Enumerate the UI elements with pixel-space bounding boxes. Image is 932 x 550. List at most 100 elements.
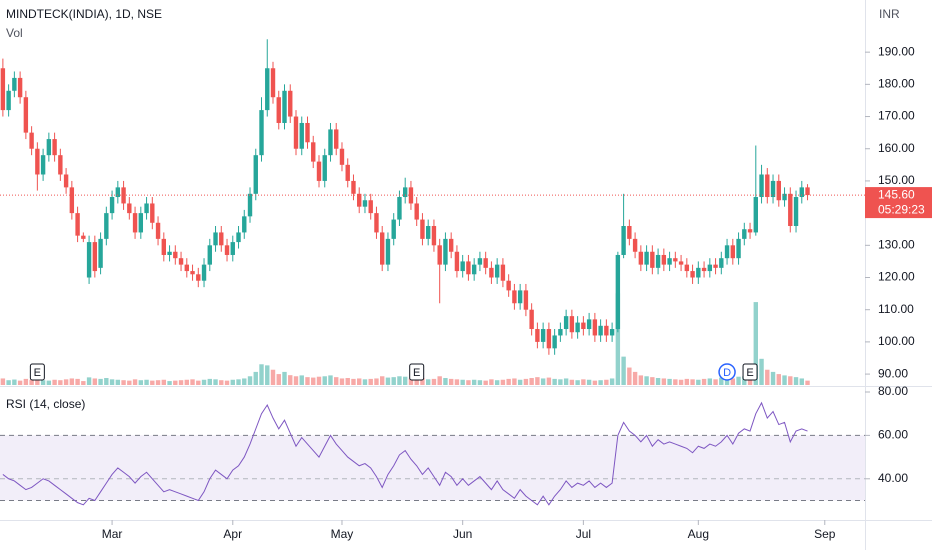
volume-bar — [673, 379, 678, 385]
candle-body — [529, 309, 534, 330]
currency-label: INR — [879, 7, 900, 21]
volume-bar — [253, 371, 258, 385]
candle-body — [788, 193, 793, 226]
volume-bar — [558, 379, 563, 385]
candle-body — [627, 225, 632, 239]
candle-body — [489, 267, 494, 278]
candle-body — [0, 68, 6, 111]
volume-bar — [563, 378, 569, 385]
volume-bar — [512, 378, 517, 385]
candle-body — [471, 264, 477, 275]
volume-bar — [293, 376, 299, 385]
time-tick-label: Sep — [814, 527, 836, 541]
volume-bar — [713, 379, 718, 385]
volume-bar — [667, 378, 672, 385]
last-price-label: 145.60 — [878, 187, 915, 201]
price-tick-label: 130.00 — [878, 237, 915, 251]
volume-bar — [362, 379, 368, 385]
volume-bar — [305, 377, 310, 385]
candle-body — [552, 335, 557, 349]
volume-bar — [598, 380, 603, 385]
candle-body — [391, 219, 396, 239]
candle-body — [328, 129, 333, 156]
event-marker — [742, 363, 758, 381]
candle-body — [644, 251, 649, 265]
volume-bar — [788, 376, 793, 385]
countdown: 05:29:23 — [878, 202, 925, 216]
candle-body — [512, 290, 517, 304]
candle-body — [466, 261, 471, 275]
chart-title: MINDTECK(INDIA), 1D, NSE — [6, 7, 162, 21]
volume-bar — [339, 378, 345, 385]
volume-bar — [173, 380, 178, 385]
price-tick-label: 90.00 — [878, 366, 908, 380]
candle-body — [448, 238, 454, 252]
volume-bar — [265, 365, 270, 385]
candle-body — [132, 213, 138, 233]
volume-bar — [678, 379, 684, 385]
candle-body — [684, 264, 690, 272]
candle-body — [69, 187, 75, 214]
volume-bar — [242, 378, 247, 385]
candle-body — [196, 274, 201, 281]
volume-bar — [391, 377, 396, 385]
candle-body — [288, 90, 293, 117]
volume-bar — [454, 379, 460, 385]
volume-bar — [374, 378, 379, 385]
candle-body — [322, 155, 327, 181]
volume-bar — [586, 379, 592, 385]
candle-body — [437, 245, 442, 265]
volume-bar — [161, 379, 167, 385]
candle-body — [6, 90, 11, 111]
event-label: E — [34, 367, 41, 379]
event-marker — [718, 363, 736, 381]
volume-bar — [431, 378, 437, 385]
volume-bar — [127, 380, 132, 385]
volume-bar — [17, 380, 23, 385]
candle-body — [765, 174, 770, 198]
candle-body — [167, 251, 172, 255]
candle-body — [75, 213, 80, 236]
candle-body — [23, 97, 29, 133]
volume-bar — [132, 379, 138, 385]
candle-body — [805, 187, 810, 196]
volume-bar — [742, 376, 747, 385]
candle-body — [109, 197, 115, 214]
candle-body — [219, 232, 224, 246]
candle-body — [667, 258, 672, 265]
event-marker — [409, 363, 425, 381]
candle-body — [736, 238, 741, 259]
candle-body — [374, 213, 379, 233]
candle-body — [414, 203, 419, 220]
candle-body — [207, 245, 212, 265]
candle-body — [161, 238, 167, 255]
volume-bar — [104, 378, 109, 385]
candle-body — [540, 329, 546, 342]
candle-body — [609, 329, 615, 336]
time-tick-label: May — [331, 527, 354, 541]
candle-body — [29, 132, 34, 149]
candle-body — [368, 200, 373, 214]
volume-bar — [98, 378, 103, 385]
volume-bar — [69, 378, 75, 385]
volume-bar — [35, 379, 40, 385]
rsi-label: RSI (14, close) — [6, 397, 85, 411]
candle-body — [598, 325, 603, 336]
candle-body — [770, 180, 776, 198]
volume-bar — [696, 379, 701, 385]
candle-body — [190, 271, 195, 275]
volume-bar — [575, 380, 580, 385]
volume-bar — [529, 378, 534, 385]
volume-bar — [115, 379, 121, 385]
candle-body — [500, 264, 506, 281]
volume-bar — [52, 379, 57, 385]
volume-bar — [604, 379, 609, 385]
event-label: E — [413, 367, 420, 379]
event-label: D — [723, 367, 731, 379]
price-tick-label: 180.00 — [878, 77, 915, 91]
candle-body — [581, 322, 586, 330]
candle-body — [420, 219, 425, 239]
candle-body — [282, 90, 287, 123]
candle-body — [558, 329, 563, 336]
